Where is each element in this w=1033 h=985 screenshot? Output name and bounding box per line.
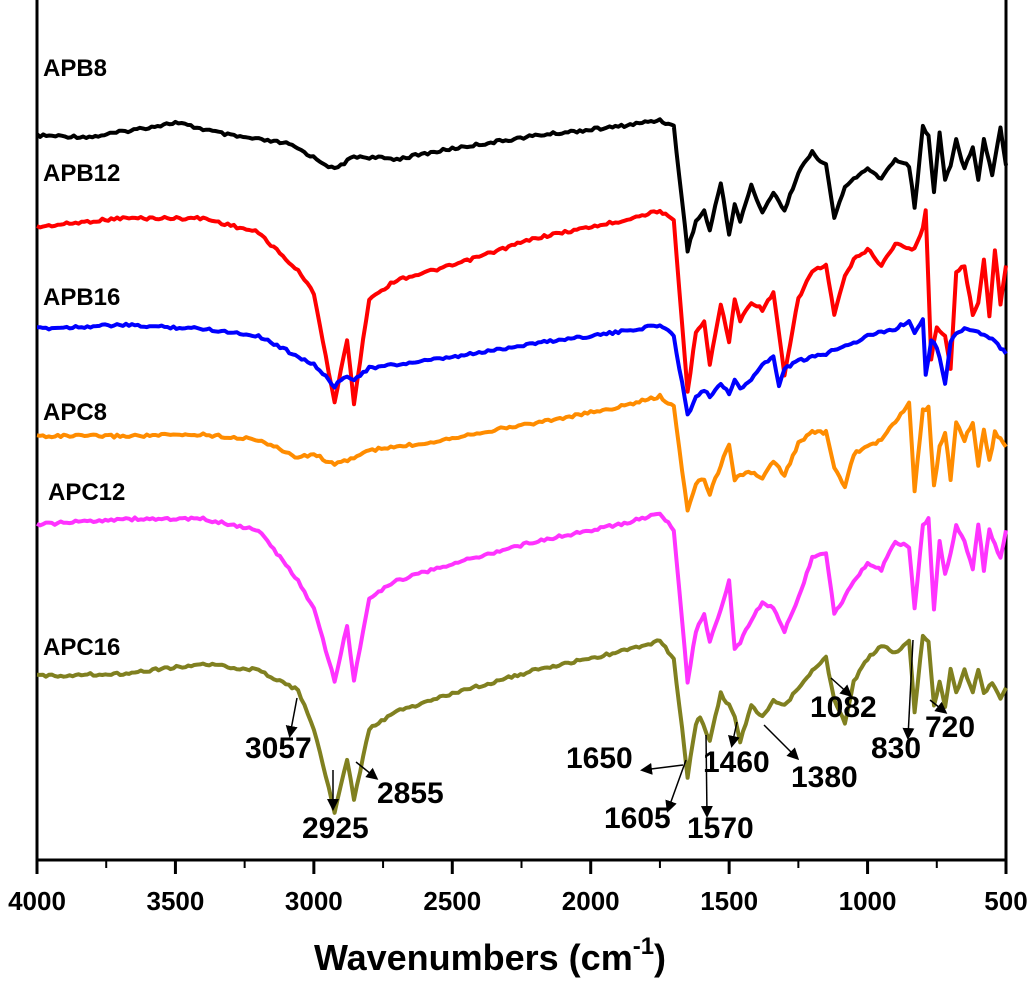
peak-arrow-1570 [700, 734, 713, 818]
peak-arrow-1460 [728, 721, 740, 748]
peak-label-2855: 2855 [377, 777, 444, 810]
series-label-apc8: APC8 [43, 399, 107, 426]
x-tick-label: 4000 [8, 886, 66, 916]
x-tick-label: 500 [984, 886, 1027, 916]
series-line-apc8 [36, 392, 1008, 513]
x-tick-label: 3500 [147, 886, 205, 916]
peak-arrow-720 [929, 699, 948, 714]
x-tick-label: 2500 [423, 886, 481, 916]
peak-label-830: 830 [871, 732, 921, 765]
series-label-apc16: APC16 [43, 634, 120, 661]
series-label-apb12: APB12 [43, 160, 120, 187]
peak-label-720: 720 [925, 711, 975, 744]
series-layer [35, 117, 1008, 815]
peak-arrow-2855 [355, 761, 379, 780]
peak-arrow-1082 [830, 677, 853, 698]
series-line-apc16 [36, 633, 1008, 815]
peak-arrow-3057 [285, 697, 298, 738]
series-labels: APB8 APB12 APB16 APC8 APC12 APC16 [43, 55, 125, 661]
peak-label-1082: 1082 [810, 691, 877, 724]
series-label-apb8: APB8 [43, 55, 107, 82]
peak-label-1605: 1605 [604, 802, 671, 835]
x-tick-label: 2000 [562, 886, 620, 916]
x-tick-label: 1000 [839, 886, 897, 916]
series-line-apc12 [36, 511, 1008, 685]
peak-label-3057: 3057 [245, 732, 312, 765]
peak-label-1570: 1570 [687, 812, 754, 845]
series-label-apb16: APB16 [43, 284, 120, 311]
peak-arrow-1650 [640, 762, 684, 775]
series-line-apb8 [35, 117, 1008, 254]
peak-label-2925: 2925 [302, 812, 369, 845]
peak-arrow-830 [902, 639, 915, 740]
peak-label-1650: 1650 [566, 742, 633, 775]
chart-axes: 4000 3500 3000 2500 2000 1500 1000 500 [8, 0, 1028, 916]
series-line-apb12 [36, 208, 1008, 407]
peak-arrow-1380 [763, 724, 800, 761]
x-tick-label: 1500 [700, 886, 758, 916]
series-line-apb16 [37, 317, 1008, 417]
peak-label-1460: 1460 [703, 746, 770, 779]
peak-label-1380: 1380 [791, 761, 858, 794]
series-label-apc12: APC12 [48, 479, 125, 506]
x-axis-title: Wavenumbers (cm-1) [314, 933, 666, 978]
x-tick-label: 3000 [285, 886, 343, 916]
peak-arrow-1605 [665, 759, 687, 813]
